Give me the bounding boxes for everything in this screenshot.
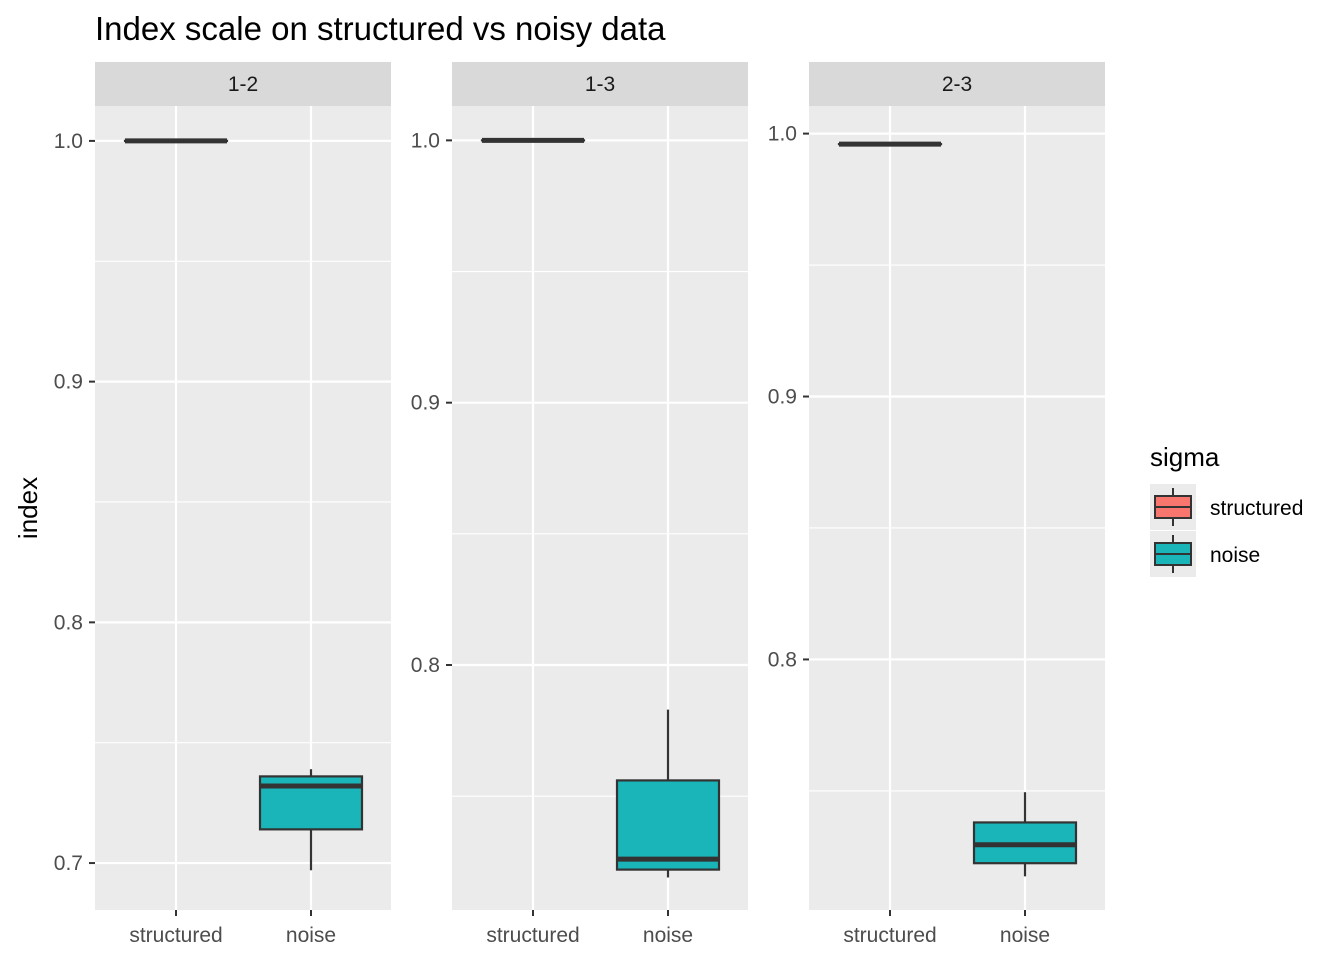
y-tick-label: 0.8 (411, 654, 440, 677)
legend-key-noise: noise (1150, 531, 1260, 577)
facet-strip (95, 62, 391, 106)
legend-title: sigma (1150, 442, 1220, 472)
y-tick-label: 0.9 (768, 386, 797, 409)
facet-strip (809, 62, 1105, 106)
facet-panel-1-3: 1-3 0.8 0.9 1.0 structured noise (411, 62, 748, 947)
boxplot-noise (258, 769, 364, 871)
x-tick-label: noise (286, 924, 336, 947)
facet-strip-label: 1-3 (585, 73, 615, 96)
y-tick-label: 1.0 (768, 123, 797, 146)
chart-title: Index scale on structured vs noisy data (95, 10, 666, 47)
x-tick-label: noise (643, 924, 693, 947)
x-tick-label: structured (129, 924, 222, 947)
boxplot-noise (615, 709, 721, 878)
y-axis-title: index (13, 477, 43, 539)
legend-key-structured: structured (1150, 484, 1303, 530)
y-tick-label: 1.0 (54, 130, 83, 153)
x-tick-label: structured (486, 924, 579, 947)
legend-keys: structured noise (1150, 484, 1303, 577)
panel-background (809, 106, 1105, 910)
y-tick-label: 0.8 (768, 648, 797, 671)
facet-strip-label: 1-2 (228, 73, 258, 96)
box-iqr (615, 779, 721, 871)
y-tick-label: 0.9 (54, 371, 83, 394)
legend-label: noise (1210, 544, 1260, 567)
x-tick-label: noise (1000, 924, 1050, 947)
facet-strip-label: 2-3 (942, 73, 972, 96)
y-tick-label: 0.9 (411, 392, 440, 415)
legend: sigma structured noise (1150, 442, 1303, 577)
facet-panel-2-3: 2-3 0.8 0.9 1.0 structured noise (768, 62, 1105, 947)
legend-label: structured (1210, 497, 1303, 520)
x-tick-label: structured (843, 924, 936, 947)
y-tick-label: 0.7 (54, 852, 83, 875)
boxplot-noise (972, 792, 1078, 877)
panel-background (452, 106, 748, 910)
facet-strip (452, 62, 748, 106)
y-tick-label: 1.0 (411, 129, 440, 152)
facet-panel-1-2: 1-2 0.7 0.8 0.9 1.0 structured noise (54, 62, 391, 947)
y-tick-label: 0.8 (54, 611, 83, 634)
